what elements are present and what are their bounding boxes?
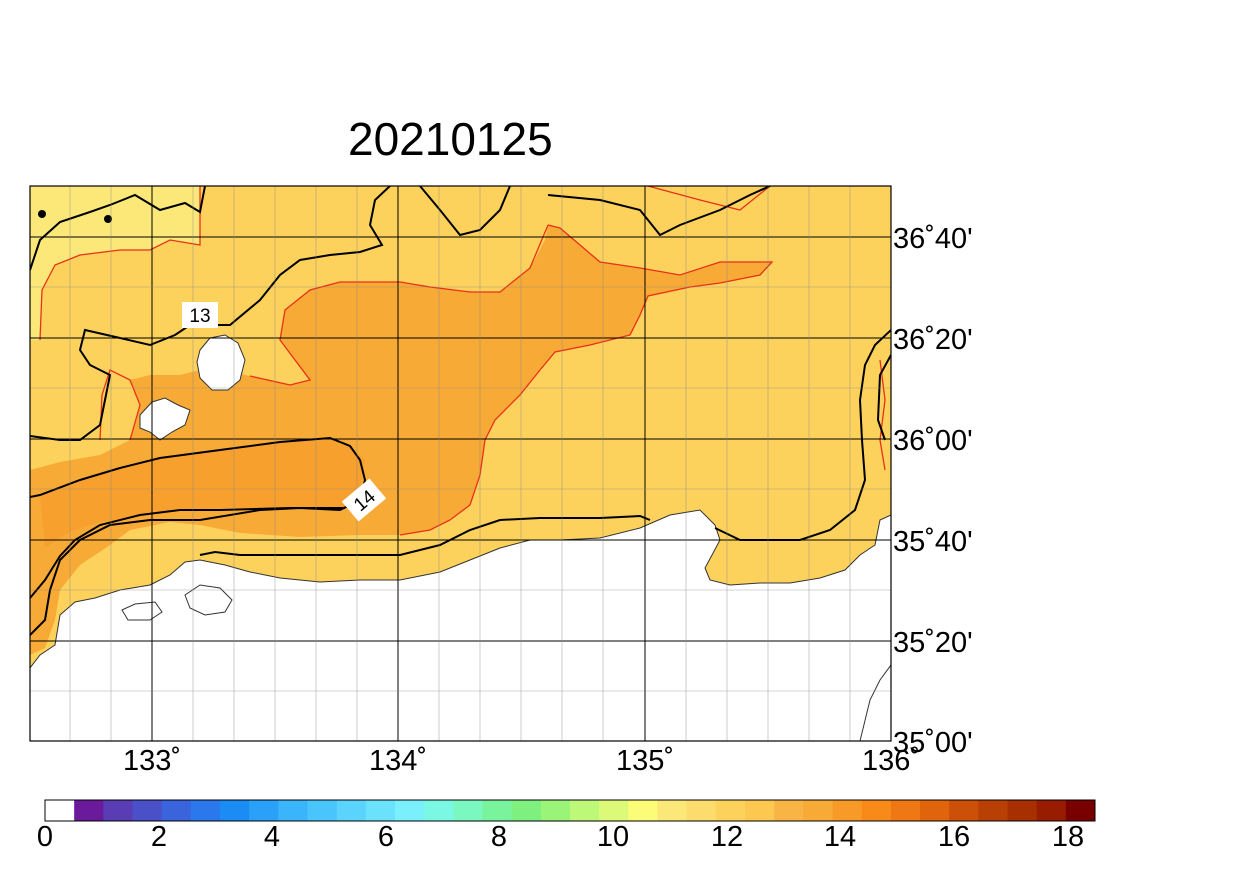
station-dot xyxy=(104,215,112,223)
colorbar-cell xyxy=(482,800,513,821)
colorbar-label-18: 18 xyxy=(1052,821,1084,853)
colorbar-cell xyxy=(920,800,950,821)
colorbar-label-10: 10 xyxy=(597,821,629,853)
contour-label-13-text: 13 xyxy=(189,306,210,327)
colorbar-cell xyxy=(832,800,863,821)
land-dogo-island xyxy=(196,334,246,391)
colorbar xyxy=(44,799,1096,822)
lat-tick-35-00: 35˚00' xyxy=(893,727,973,759)
sst-band-13-14 xyxy=(30,225,772,655)
colorbar-label-2: 2 xyxy=(151,821,167,853)
colorbar-cell xyxy=(103,800,133,821)
colorbar-cell xyxy=(570,800,600,821)
contour-label-13: 13 xyxy=(182,302,218,328)
colorbar-cell xyxy=(861,800,892,821)
colorbar-label-8: 8 xyxy=(491,821,507,853)
colorbar-cell xyxy=(74,800,104,821)
map-title: 20210125 xyxy=(348,113,553,165)
colorbar-cell xyxy=(803,800,833,821)
colorbar-cell xyxy=(715,800,746,821)
lon-tick-labels: 133˚ 134˚ 135˚ 136˚ xyxy=(123,745,920,777)
colorbar-cell xyxy=(890,800,921,821)
colorbar-label-0: 0 xyxy=(37,821,53,853)
colorbar-cell xyxy=(1036,800,1067,821)
map-plot-area: 13 14 xyxy=(30,186,891,741)
colorbar-cell xyxy=(453,800,483,821)
colorbar-cell xyxy=(745,800,775,821)
lat-tick-36-40: 36˚40' xyxy=(893,223,973,255)
colorbar-cell xyxy=(628,800,658,821)
colorbar-cell xyxy=(1007,800,1038,821)
colorbar-cell xyxy=(540,800,571,821)
colorbar-label-4: 4 xyxy=(264,821,280,853)
lon-tick-136: 136˚ xyxy=(862,745,920,777)
sst-band-14-15 xyxy=(40,438,365,548)
colorbar-cell xyxy=(395,800,425,821)
colorbar-label-16: 16 xyxy=(938,821,970,853)
colorbar-cell xyxy=(278,800,308,821)
black-contours xyxy=(30,186,891,636)
lon-tick-135: 135˚ xyxy=(616,745,674,777)
colorbar-tick-labels: 0 2 4 6 8 10 12 14 16 18 xyxy=(37,821,1084,853)
colorbar-cell xyxy=(511,800,542,821)
colorbar-cell xyxy=(686,800,717,821)
colorbar-cell xyxy=(132,800,163,821)
land-noto-coast xyxy=(859,664,891,741)
colorbar-cell xyxy=(774,800,804,821)
map-gridlines xyxy=(30,186,891,741)
colorbar-cell xyxy=(190,800,221,821)
colorbar-label-14: 14 xyxy=(824,821,856,853)
colorbar-cell xyxy=(949,800,979,821)
colorbar-cell xyxy=(249,800,279,821)
map-minor-gridlines xyxy=(30,186,891,741)
lon-tick-133: 133˚ xyxy=(123,745,181,777)
lon-tick-134: 134˚ xyxy=(369,745,427,777)
lat-tick-36-00: 36˚00' xyxy=(893,425,973,457)
colorbar-cell xyxy=(424,800,454,821)
station-dot xyxy=(38,210,46,218)
red-contours xyxy=(39,186,886,536)
colorbar-cell xyxy=(336,800,367,821)
colorbar-cell xyxy=(365,800,396,821)
lat-tick-36-20: 36˚20' xyxy=(893,324,973,356)
colorbar-cell xyxy=(161,800,192,821)
colorbar-label-12: 12 xyxy=(711,821,743,853)
lat-tick-35-40: 35˚40' xyxy=(893,526,973,558)
colorbar-label-6: 6 xyxy=(378,821,394,853)
colorbar-cell xyxy=(220,800,250,821)
lat-tick-labels: 36˚40' 36˚20' 36˚00' 35˚40' 35˚20' 35˚00… xyxy=(893,223,973,759)
land-peninsula-west xyxy=(184,584,233,616)
lat-tick-35-20: 35˚20' xyxy=(893,627,973,659)
colorbar-cell xyxy=(599,800,629,821)
colorbar-cell xyxy=(978,800,1008,821)
colorbar-cell xyxy=(45,800,75,821)
map-frame xyxy=(29,185,892,742)
sst-band-11-12 xyxy=(30,186,200,340)
colorbar-cell xyxy=(1065,800,1096,821)
colorbar-frame xyxy=(44,799,1096,822)
colorbar-cell xyxy=(307,800,338,821)
colorbar-cell xyxy=(657,800,688,821)
